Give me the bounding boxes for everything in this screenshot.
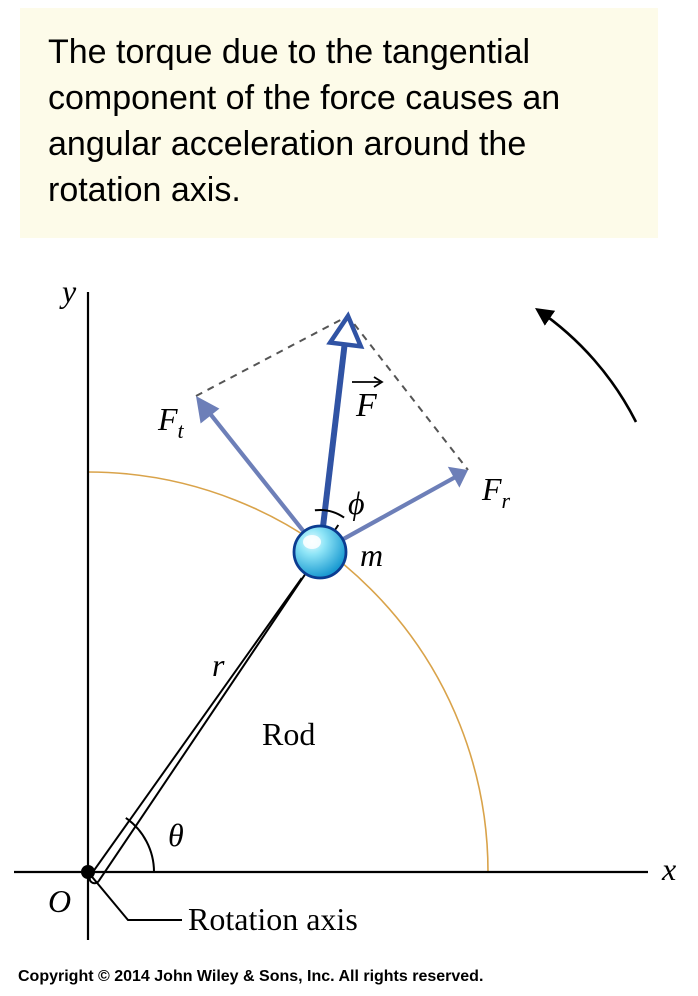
copyright-text: Copyright © 2014 John Wiley & Sons, Inc.…: [18, 968, 483, 986]
origin-label: O: [48, 883, 71, 919]
phi-label: ϕ: [348, 485, 365, 521]
diagram-svg: y x O θ r Rod m ϕ F Ft Fr Rotation axis: [0, 260, 698, 940]
r-label: r: [212, 647, 225, 683]
physics-diagram: y x O θ r Rod m ϕ F Ft Fr Rotation axis: [0, 260, 698, 940]
y-axis-label: y: [59, 273, 77, 309]
vector-Ft: [196, 396, 320, 552]
Ft-sub: t: [178, 418, 185, 443]
Fr-label: Fr: [481, 471, 511, 513]
mass-label: m: [360, 537, 383, 573]
Fr-base: F: [481, 471, 502, 507]
Ft-label: Ft: [157, 401, 185, 443]
rod-label: Rod: [262, 716, 315, 752]
rotation-arc: [538, 310, 636, 422]
mass-highlight: [303, 535, 321, 549]
caption-box: The torque due to the tangential compone…: [20, 8, 658, 238]
x-axis-label: x: [661, 851, 676, 887]
F-label-group: F: [352, 377, 382, 424]
theta-arc: [126, 818, 154, 872]
F-label: F: [355, 387, 378, 424]
rotation-axis-leader: [88, 872, 182, 920]
Ft-base: F: [157, 401, 178, 437]
Fr-sub: r: [502, 488, 511, 513]
rotation-axis-label: Rotation axis: [188, 901, 358, 937]
mass-ball: [294, 526, 346, 578]
rod-line-b: [99, 525, 339, 881]
circular-path: [88, 472, 488, 872]
theta-label: θ: [168, 817, 184, 853]
